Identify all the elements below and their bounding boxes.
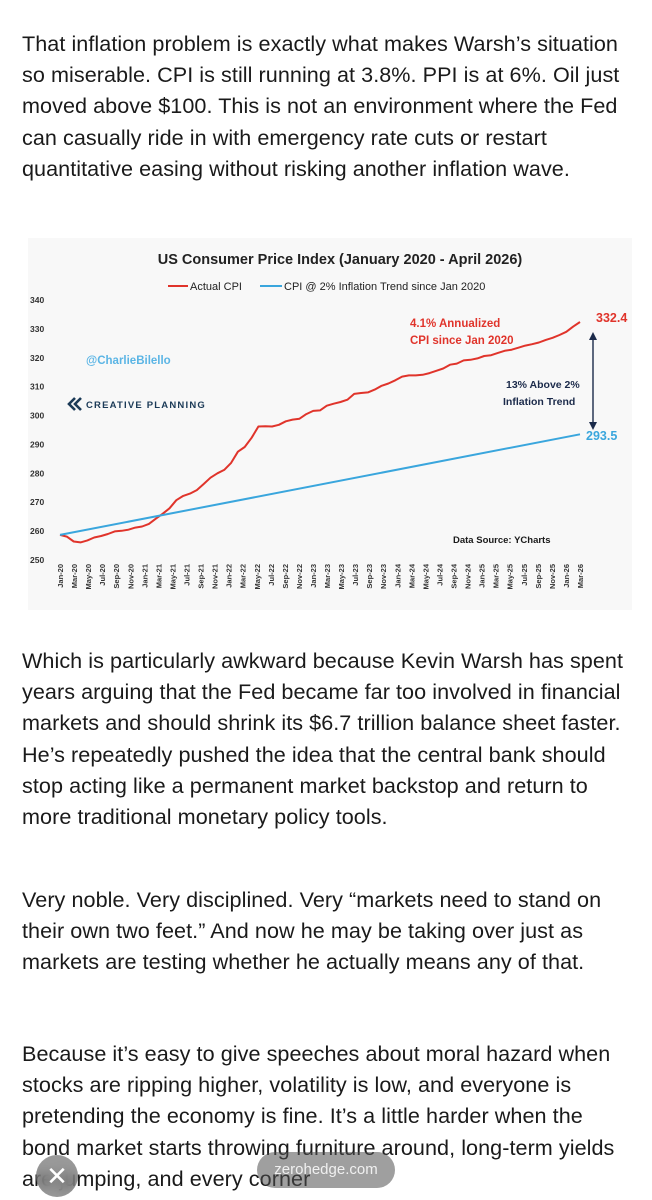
x-tick-label: Mar-24	[407, 563, 416, 588]
x-tick-label: Sep-21	[197, 564, 206, 589]
x-tick-label: Mar-23	[323, 564, 332, 588]
x-tick-label: Mar-20	[70, 564, 79, 588]
y-tick-label: 300	[30, 411, 44, 421]
x-tick-label: Jul-20	[98, 564, 107, 586]
end-label-actual: 332.4	[596, 311, 627, 325]
y-tick-label: 270	[30, 497, 44, 507]
x-tick-label: Mar-25	[492, 564, 501, 588]
x-tick-label: May-21	[168, 564, 177, 589]
x-tick-label: Mar-22	[239, 564, 248, 588]
annotation-annualized-1: 4.1% Annualized	[410, 318, 500, 330]
x-tick-label: Jan-26	[562, 564, 571, 588]
y-tick-label: 310	[30, 382, 44, 392]
paragraph: That inflation problem is exactly what m…	[22, 31, 620, 181]
series-layer	[59, 321, 581, 544]
x-tick-label: May-20	[84, 564, 93, 589]
y-tick-label: 290	[30, 439, 44, 449]
x-tick-label: May-23	[337, 564, 346, 589]
x-axis: Jan-20 Mar-20 May-20 Jul-20 Sep-20 Nov-20 Jan-…	[56, 563, 585, 589]
x-tick-label: Nov-20	[126, 564, 135, 589]
legend-trend: CPI @ 2% Inflation Trend since Jan 2020	[284, 281, 485, 293]
chart-title: US Consumer Price Index (January 2020 - …	[158, 252, 523, 268]
paragraph: Which is particularly awkward because Ke…	[22, 648, 624, 830]
annotation-above-1: 13% Above 2%	[506, 379, 580, 391]
chart-handle: @CharlieBilello	[86, 355, 171, 367]
url-pill[interactable]: zerohedge.com	[257, 1152, 395, 1188]
x-tick-label: May-25	[506, 564, 515, 589]
x-tick-label: Sep-25	[534, 564, 543, 589]
creative-planning-logo-icon	[67, 397, 82, 411]
x-tick-label: Jul-23	[351, 564, 360, 586]
x-tick-label: Mar-26	[576, 564, 585, 588]
creative-planning-logo-text: CREATIVE PLANNING	[86, 400, 206, 411]
annotation-above-2: Inflation Trend	[503, 396, 575, 408]
gap-arrow	[589, 332, 597, 430]
creative-planning-logo: CREATIVE PLANNING	[67, 397, 206, 411]
x-tick-label: Nov-21	[211, 564, 220, 589]
annotation-annualized-2: CPI since Jan 2020	[410, 335, 514, 347]
x-tick-label: Nov-23	[379, 564, 388, 589]
x-tick-label: Sep-24	[450, 563, 459, 588]
chart-source: Data Source: YCharts	[453, 535, 551, 546]
x-tick-label: Jul-21	[182, 564, 191, 586]
y-tick-label: 330	[30, 324, 44, 334]
x-tick-label: Nov-22	[295, 564, 304, 589]
end-label-trend: 293.5	[586, 429, 617, 443]
x-tick-label: Sep-22	[281, 564, 290, 589]
x-tick-label: Jan-21	[140, 564, 149, 588]
x-tick-label: Jan-22	[225, 564, 234, 588]
x-tick-label: Jan-24	[393, 563, 402, 588]
y-tick-label: 340	[30, 295, 44, 305]
x-tick-label: Sep-20	[112, 564, 121, 589]
x-tick-label: Jan-23	[309, 564, 318, 588]
x-tick-label: Jan-25	[478, 564, 487, 588]
series-actual-cpi	[59, 321, 581, 544]
y-tick-label: 280	[30, 468, 44, 478]
legend-actual-cpi: Actual CPI	[190, 281, 242, 293]
x-tick-label: Jul-25	[520, 564, 529, 586]
x-tick-label: Nov-24	[464, 563, 473, 589]
x-tick-label: Jan-20	[56, 564, 65, 588]
x-tick-label: Nov-25	[548, 564, 557, 589]
x-tick-label: Jul-22	[267, 564, 276, 586]
x-tick-label: Jul-24	[435, 563, 444, 586]
y-tick-label: 250	[30, 555, 44, 565]
chart-legend: Actual CPI CPI @ 2% Inflation Trend sinc…	[168, 281, 485, 293]
x-tick-label: Mar-21	[154, 564, 163, 588]
x-tick-label: Sep-23	[365, 564, 374, 589]
close-button[interactable]: ✕	[36, 1155, 78, 1197]
cpi-chart: US Consumer Price Index (January 2020 - …	[28, 238, 632, 610]
y-tick-label: 260	[30, 526, 44, 536]
series-trend-line	[59, 433, 581, 536]
y-tick-label: 320	[30, 353, 44, 363]
x-tick-label: May-22	[253, 564, 262, 589]
y-axis: 340 330 320 310 300 290 280 270 260 250	[30, 295, 44, 565]
x-tick-label: May-24	[421, 563, 430, 589]
paragraph: Very noble. Very disciplined. Very “mark…	[22, 887, 602, 975]
